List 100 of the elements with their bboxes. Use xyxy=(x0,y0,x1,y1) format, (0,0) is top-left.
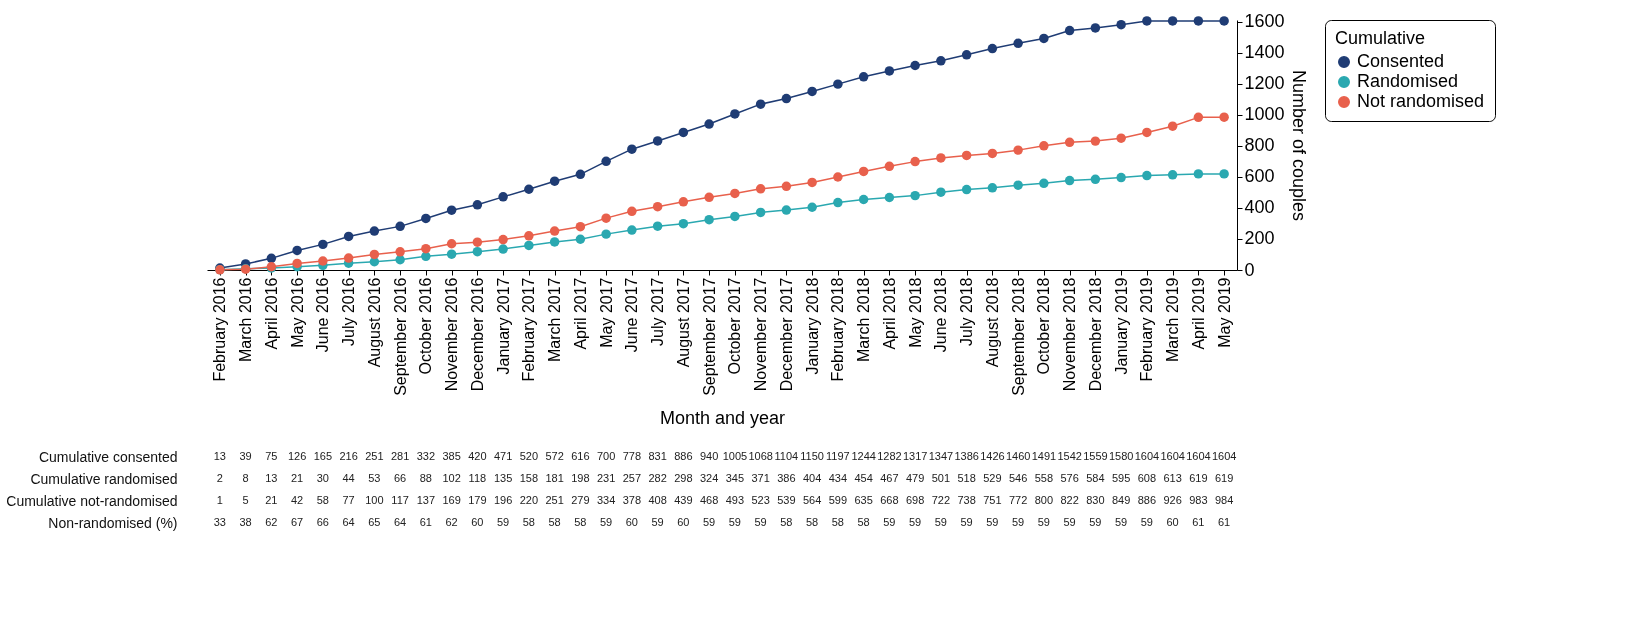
point xyxy=(987,183,998,193)
point xyxy=(1142,16,1152,26)
data-label: 886 xyxy=(1137,494,1157,506)
data-label: 572 xyxy=(545,450,564,462)
legend-title: Cumulative xyxy=(1335,28,1426,48)
data-label: 59 xyxy=(883,516,896,528)
x-tick-label: June 2017 xyxy=(623,277,641,353)
data-label: 59 xyxy=(497,516,510,528)
data-label: 61 xyxy=(419,516,432,528)
x-tick-label: September 2018 xyxy=(1009,277,1027,396)
data-label: 1580 xyxy=(1108,450,1134,462)
point xyxy=(936,56,946,66)
data-label: 983 xyxy=(1189,494,1208,506)
point xyxy=(730,211,740,222)
data-label: 584 xyxy=(1086,472,1105,484)
point xyxy=(833,172,843,182)
point xyxy=(987,43,998,54)
x-tick-label: July 2018 xyxy=(958,277,976,346)
data-label: 700 xyxy=(596,450,616,462)
y-tick-label: 1600 xyxy=(1244,11,1285,32)
point xyxy=(704,192,714,203)
data-label: 8 xyxy=(242,472,249,484)
data-label: 59 xyxy=(754,516,767,528)
text: Cumulative not-randomised xyxy=(6,492,178,509)
point xyxy=(549,237,560,247)
x-tick-label: April 2017 xyxy=(571,277,589,350)
data-label: 64 xyxy=(394,516,407,528)
point xyxy=(936,187,946,197)
point xyxy=(1142,127,1152,138)
point xyxy=(807,177,817,188)
data-label: 926 xyxy=(1163,494,1182,506)
x-tick-label: December 2016 xyxy=(468,277,486,392)
data-label: 635 xyxy=(854,494,873,506)
point xyxy=(575,221,586,232)
x-tick-label: July 2017 xyxy=(649,277,667,346)
x-tick-label: August 2018 xyxy=(983,277,1001,368)
data-label: 1197 xyxy=(826,450,850,462)
data-label: 59 xyxy=(909,516,922,528)
point xyxy=(730,109,740,119)
point xyxy=(1039,33,1049,44)
data-label: 778 xyxy=(622,450,642,462)
data-label: 698 xyxy=(905,494,925,506)
x-tick-label: March 2016 xyxy=(237,277,255,362)
x-tick-label: November 2016 xyxy=(443,277,461,392)
x-tick-label: September 2017 xyxy=(700,277,718,396)
data-label: 59 xyxy=(703,516,716,528)
point xyxy=(704,119,714,129)
data-label: 58 xyxy=(806,516,819,528)
data-label: 158 xyxy=(519,472,539,484)
point xyxy=(910,190,920,201)
data-label: 179 xyxy=(468,494,487,506)
data-label: 135 xyxy=(493,472,513,484)
data-label: 940 xyxy=(699,450,719,462)
point xyxy=(1142,170,1152,181)
data-label: 251 xyxy=(365,450,384,462)
data-label: 60 xyxy=(471,516,484,528)
data-label: 434 xyxy=(828,472,848,484)
x-tick-label: May 2019 xyxy=(1215,277,1233,348)
point xyxy=(601,156,611,167)
data-label: 371 xyxy=(751,472,770,484)
data-label: 53 xyxy=(368,472,381,484)
point xyxy=(858,72,869,82)
data-label: 100 xyxy=(365,494,384,506)
point xyxy=(936,153,946,163)
point xyxy=(755,184,766,194)
x-tick-label: February 2017 xyxy=(520,277,538,382)
point xyxy=(807,86,817,97)
data-label: 558 xyxy=(1034,472,1054,484)
data-label: 1426 xyxy=(980,450,1005,462)
point xyxy=(755,99,766,109)
legend-label: Not randomised xyxy=(1357,91,1485,111)
point xyxy=(421,213,431,224)
data-label: 564 xyxy=(802,494,822,506)
data-label: 281 xyxy=(390,450,410,462)
point xyxy=(1064,25,1075,36)
point xyxy=(266,253,277,264)
point xyxy=(524,231,534,241)
data-label: 42 xyxy=(291,494,304,506)
data-label: 59 xyxy=(986,516,999,528)
x-tick-label: May 2017 xyxy=(597,277,615,348)
x-tick-label: December 2017 xyxy=(777,277,795,392)
data-label: 60 xyxy=(677,516,690,528)
point xyxy=(498,192,508,202)
point xyxy=(1167,121,1178,131)
data-label: 404 xyxy=(802,472,822,484)
y-tick-label: 600 xyxy=(1244,166,1275,187)
data-label: 251 xyxy=(545,494,564,506)
data-label: 984 xyxy=(1214,494,1234,506)
data-label: 1460 xyxy=(1005,450,1031,462)
x-tick-label: April 2018 xyxy=(880,277,898,350)
point xyxy=(498,244,508,254)
point xyxy=(395,247,405,257)
data-label: 501 xyxy=(931,472,951,484)
point xyxy=(1116,172,1126,183)
data-label: 67 xyxy=(291,516,304,528)
x-tick-label: July 2016 xyxy=(340,277,358,346)
data-label: 77 xyxy=(342,494,355,506)
point xyxy=(910,60,920,71)
text: Cumulative randomised xyxy=(30,470,178,487)
point xyxy=(884,161,895,172)
